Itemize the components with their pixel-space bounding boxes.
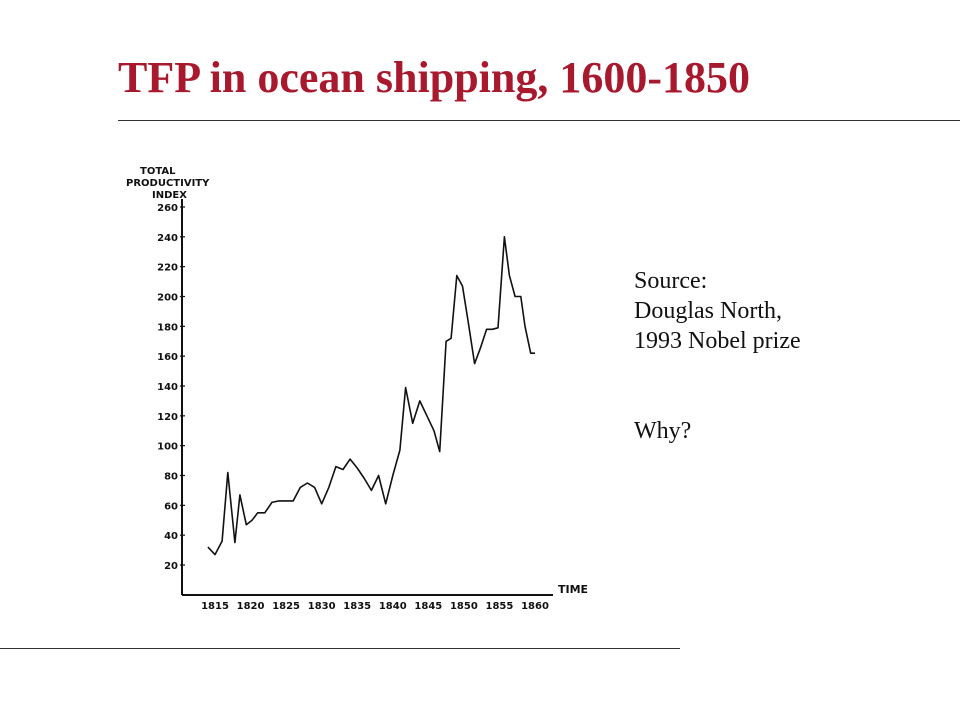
x-tick-labels: 1815 1820 1825 1830 1835 1840 1845 1850 1855 1860 [201, 601, 549, 612]
y-axis-label-line: TOTAL [140, 166, 176, 177]
y-tick-label: 220 [157, 263, 178, 274]
y-tick-label: 80 [164, 472, 178, 483]
y-axis-label-line: PRODUCTIVITY [126, 178, 210, 189]
y-axis-label-line: INDEX [152, 190, 187, 201]
y-tick-labels: 20 40 60 80 100 120 140 160 180 200 220 240 260 [157, 203, 185, 572]
y-tick-label: 260 [157, 203, 178, 214]
y-tick-label: 140 [157, 382, 178, 393]
x-tick-label: 1825 [272, 601, 300, 612]
x-tick-label: 1830 [308, 601, 336, 612]
slide-title: TFP in ocean shipping, 1600-1850 [118, 53, 751, 102]
question-text: Why? [634, 418, 692, 444]
y-tick-label: 200 [157, 293, 178, 304]
x-tick-label: 1820 [237, 601, 265, 612]
y-tick-label: 120 [157, 412, 178, 423]
y-tick-label: 180 [157, 322, 178, 333]
y-tick-label: 60 [164, 501, 178, 512]
source-label: Source: [634, 268, 708, 294]
x-tick-label: 1860 [521, 601, 549, 612]
y-tick-label: 160 [157, 352, 178, 363]
x-axis-label: TIME [558, 583, 588, 596]
x-tick-label: 1850 [450, 601, 478, 612]
y-tick-label: 240 [157, 233, 178, 244]
x-tick-label: 1815 [201, 601, 229, 612]
y-tick-label: 100 [157, 442, 178, 453]
x-tick-label: 1835 [343, 601, 371, 612]
x-tick-label: 1845 [414, 601, 442, 612]
source-author: Douglas North, [634, 298, 782, 324]
series-line-productivity [207, 236, 535, 556]
y-tick-label: 40 [164, 531, 178, 542]
side-notes: Source: Douglas North, 1993 Nobel prize … [634, 266, 801, 446]
bottom-divider [0, 648, 680, 649]
x-tick-label: 1840 [379, 601, 407, 612]
x-tick-label: 1855 [486, 601, 514, 612]
source-prize: 1993 Nobel prize [634, 328, 801, 354]
y-tick-label: 20 [164, 561, 178, 572]
title-divider [118, 120, 960, 121]
